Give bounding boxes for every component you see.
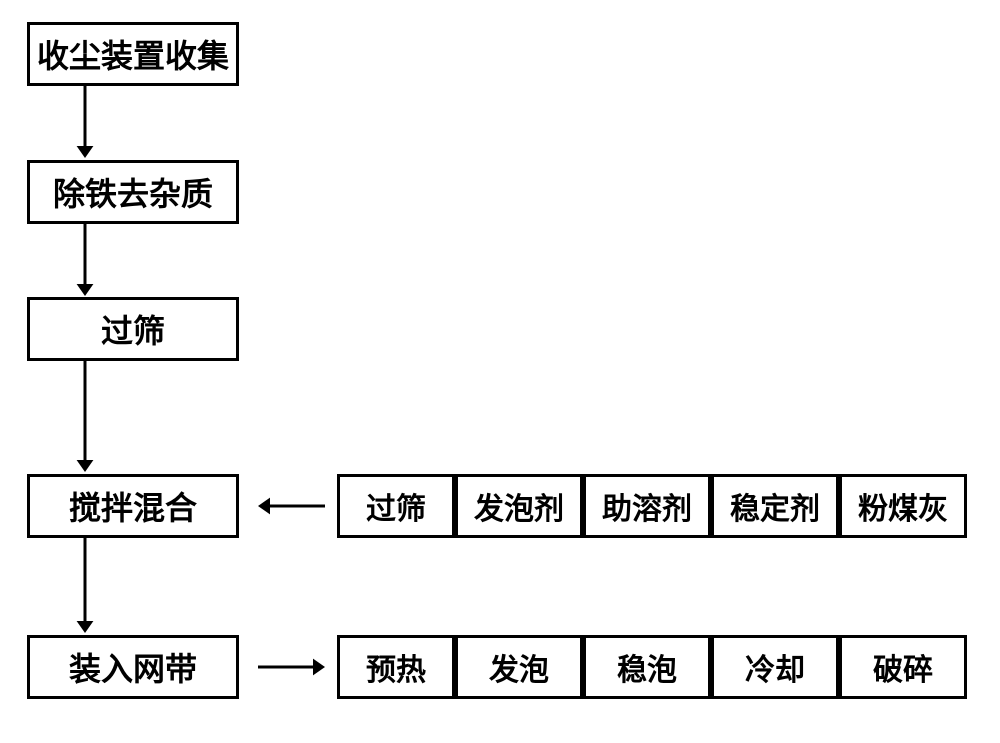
flow-arrow [73,86,97,160]
flow-node-r1b: 发泡剂 [455,474,583,538]
flow-node-r2a: 预热 [337,635,455,699]
flow-node-r1e: 粉煤灰 [839,474,967,538]
flow-node-n1: 收尘装置收集 [27,22,239,86]
flowchart-canvas: 收尘装置收集除铁去杂质过筛搅拌混合装入网带过筛发泡剂助溶剂稳定剂粉煤灰预热发泡稳… [0,0,1000,743]
flow-arrow [73,224,97,298]
flow-node-r2e: 破碎 [839,635,967,699]
flow-node-r2b: 发泡 [455,635,583,699]
flow-node-r2c: 稳泡 [583,635,711,699]
flow-node-r2d: 冷却 [711,635,839,699]
flow-node-n4: 搅拌混合 [27,474,239,538]
flow-node-r1d: 稳定剂 [711,474,839,538]
flow-node-r1c: 助溶剂 [583,474,711,538]
flow-node-r1a: 过筛 [337,474,455,538]
flow-arrow [258,655,327,679]
flow-node-n2: 除铁去杂质 [27,160,239,224]
flow-arrow [73,538,97,635]
flow-arrow [73,361,97,474]
flow-node-n5: 装入网带 [27,635,239,699]
flow-node-n3: 过筛 [27,297,239,361]
flow-arrow [258,494,327,518]
